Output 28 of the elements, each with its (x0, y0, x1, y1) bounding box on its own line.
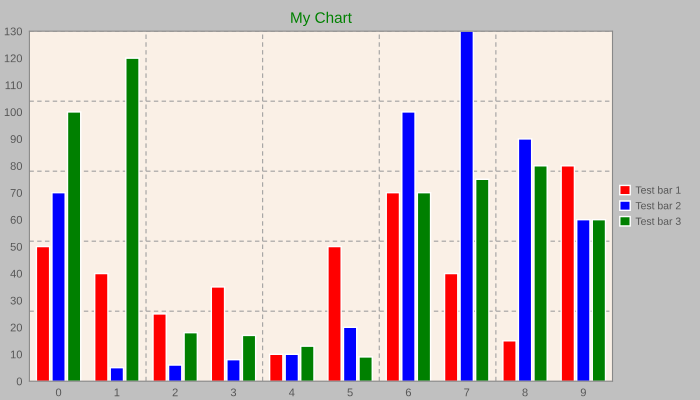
x-tick-label: 3 (230, 388, 236, 396)
y-tick-label: 10 (10, 350, 22, 358)
legend-label: Test bar 1 (636, 186, 681, 194)
x-tick-label: 0 (56, 388, 62, 396)
x-tick-label: 4 (288, 388, 295, 396)
legend-label: Test bar 2 (636, 202, 681, 210)
y-tick-label: 0 (16, 377, 22, 386)
y-tick-label: 50 (10, 242, 22, 251)
y-tick-label: 120 (4, 54, 22, 62)
y-tick-label: 130 (4, 27, 22, 36)
x-tick-label: 5 (347, 388, 353, 396)
x-tick-label: 7 (464, 388, 470, 396)
x-tick-label: 6 (406, 388, 412, 396)
y-tick-label: 110 (6, 81, 22, 90)
legend-label: Test bar 3 (636, 217, 681, 225)
y-tick-label: 20 (10, 324, 22, 332)
x-tick-label: 9 (580, 388, 586, 396)
chart-title: My Chart (291, 12, 352, 26)
y-tick-label: 100 (4, 108, 22, 116)
y-tick-label: 80 (10, 162, 22, 170)
y-tick-label: 70 (10, 189, 22, 197)
x-tick-label: 1 (114, 388, 120, 396)
y-tick-label: 60 (10, 216, 22, 224)
y-tick-label: 30 (10, 296, 22, 305)
y-tick-label: 90 (10, 135, 22, 144)
x-tick-label: 2 (172, 388, 178, 396)
y-tick-label: 40 (10, 270, 22, 278)
x-tick-label: 8 (522, 388, 528, 396)
